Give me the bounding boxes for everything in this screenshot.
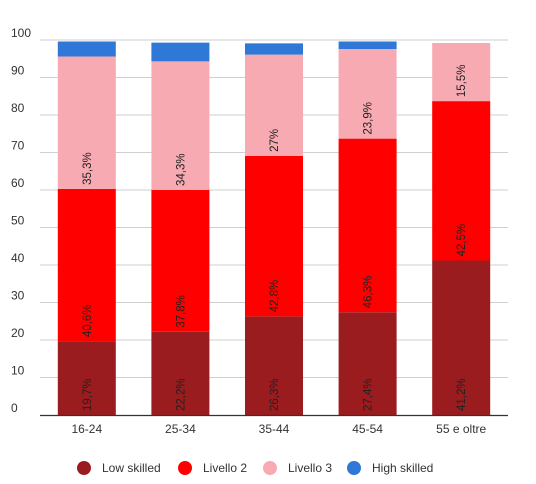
legend-swatch (178, 461, 192, 475)
y-tick-label: 10 (11, 364, 25, 378)
legend-label: Livello 2 (203, 461, 247, 475)
data-label: 35,3% (82, 152, 94, 185)
bar-segment (245, 155, 303, 317)
bar-segment (432, 43, 491, 102)
legend-label: High skilled (372, 461, 433, 475)
y-tick-label: 70 (11, 139, 25, 153)
bar-segment (338, 49, 397, 139)
data-label: 42,5% (456, 224, 468, 257)
x-tick-label: 35-44 (259, 422, 290, 436)
x-tick-label: 45-54 (352, 422, 383, 436)
bars (57, 41, 491, 415)
x-axis-ticks: 16-24 25-34 35-44 45-54 55 e oltre (71, 422, 486, 436)
bar-segment (151, 42, 210, 62)
legend-label: Low skilled (102, 461, 161, 475)
x-tick-label: 25-34 (165, 422, 196, 436)
legend-item: High skilled (347, 461, 433, 475)
bar-segment (151, 331, 210, 415)
y-tick-label: 20 (11, 326, 25, 340)
x-tick-label: 16-24 (71, 422, 102, 436)
y-tick-label: 30 (11, 289, 25, 303)
data-label: 41,2% (456, 378, 468, 411)
data-label: 19,7% (82, 378, 94, 411)
legend-label: Livello 3 (288, 461, 332, 475)
legend-swatch (263, 461, 277, 475)
data-label: 26,3% (269, 378, 281, 411)
bar-segment (57, 188, 116, 342)
x-tick-label: 55 e oltre (436, 422, 486, 436)
y-tick-label: 50 (11, 214, 25, 228)
bar-segment (151, 190, 210, 332)
data-label: 42,8% (269, 280, 281, 313)
bar-segment (57, 56, 116, 189)
bar-segment (338, 41, 397, 49)
data-label: 15,5% (456, 65, 468, 98)
data-label: 27,4% (363, 378, 375, 411)
bar-segment (432, 101, 491, 261)
bar-segment (57, 341, 116, 415)
data-label: 40,6% (82, 305, 94, 338)
legend-item: Livello 3 (263, 461, 332, 475)
legend-swatch (77, 461, 91, 475)
bar-segment (338, 138, 397, 313)
y-axis-ticks: 0 10 20 30 40 50 60 70 80 90 100 (11, 26, 31, 415)
bar-segment (245, 316, 303, 415)
y-tick-label: 100 (11, 26, 31, 40)
bar-segment (432, 260, 491, 415)
data-label: 23,9% (363, 102, 375, 135)
data-label: 46,3% (363, 276, 375, 309)
y-tick-label: 80 (11, 101, 25, 115)
data-label: 22,2% (175, 378, 187, 411)
bar-segment (151, 61, 210, 190)
legend-swatch (347, 461, 361, 475)
legend-item: Low skilled (77, 461, 161, 475)
bar-segment (245, 43, 303, 55)
y-tick-label: 0 (11, 401, 18, 415)
y-tick-label: 60 (11, 176, 25, 190)
legend: Low skilled Livello 2 Livello 3 High skille… (77, 461, 433, 475)
legend-item: Livello 2 (178, 461, 247, 475)
bar-segment (245, 54, 303, 156)
data-label: 37,8% (175, 295, 187, 328)
bar-segment (57, 41, 116, 57)
y-tick-label: 40 (11, 251, 25, 265)
data-label: 27% (269, 129, 281, 152)
bar-segment (338, 312, 397, 415)
y-tick-label: 90 (11, 64, 25, 78)
data-labels: 19,7% 40,6% 35,3% 22,2% 37,8% 34,3% 26,3% 42,8%… (82, 65, 468, 411)
data-label: 34,3% (175, 153, 187, 186)
